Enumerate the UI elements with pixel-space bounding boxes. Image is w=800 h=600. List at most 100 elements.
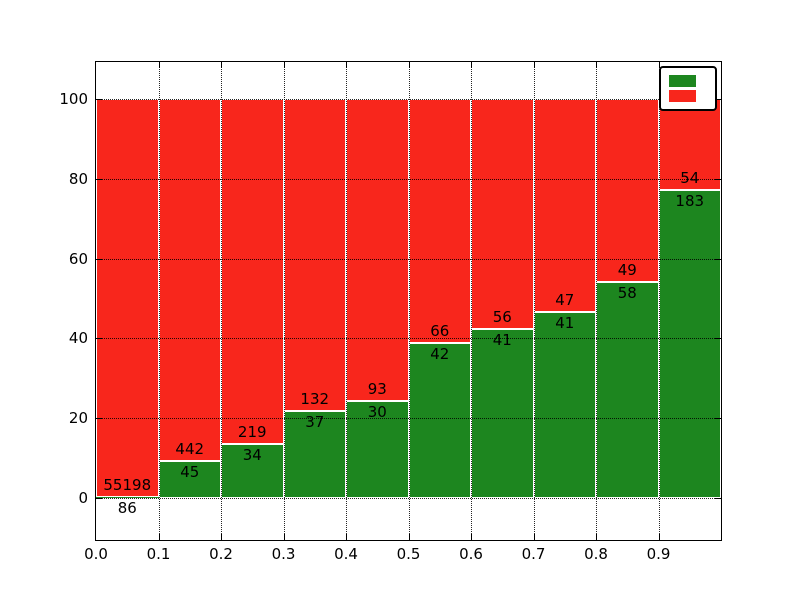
x-tick-mark-top — [658, 62, 660, 68]
fp-bar-segment — [96, 99, 159, 498]
tp-count-label: 86 — [117, 499, 137, 518]
x-tick-label: 0.4 — [334, 545, 358, 563]
plot-area: 55198 86 442 45 219 34 132 37 93 30 66 42 56 41 47 41 49… — [95, 61, 722, 541]
fp-count-label: 442 — [175, 440, 205, 459]
tick-marks-layer — [96, 62, 721, 540]
legend — [659, 66, 717, 111]
x-tick-mark-bottom — [283, 534, 285, 540]
x-gridline — [221, 62, 222, 540]
y-tick-mark-right — [715, 258, 721, 260]
x-tick-mark-top — [221, 62, 222, 68]
x-tick-mark-top — [346, 62, 347, 68]
fp-bar-segment — [596, 99, 659, 282]
x-tick-label: 0.5 — [396, 545, 421, 563]
tp-bar-segment — [408, 342, 471, 498]
bar-labels-layer: 55198 86 442 45 219 34 132 37 93 30 66 42 56 41 47 41 49… — [96, 62, 721, 540]
y-tick-label: 80 — [68, 169, 88, 188]
y-tick-mark-right — [715, 498, 721, 499]
tp-count-label: 34 — [242, 446, 262, 465]
y-tick-mark-left — [96, 338, 102, 340]
fp-count-label: 55198 — [103, 476, 152, 495]
x-tick-mark-top — [283, 62, 285, 68]
x-tick-mark-top — [471, 62, 472, 68]
y-tick-label: 100 — [59, 90, 88, 108]
x-tick-label: 0.0 — [84, 545, 108, 563]
y-tick-label: 0 — [78, 489, 88, 507]
y-tick-label: 20 — [68, 409, 88, 428]
fp-count-label: 47 — [555, 291, 575, 310]
legend-item-fp — [669, 90, 705, 102]
y-tick-mark-left — [96, 99, 102, 100]
y-tick-mark-left — [96, 418, 102, 420]
x-tick-mark-top — [596, 62, 597, 68]
tp-count-label: 41 — [492, 331, 512, 350]
tp-bar-segment — [96, 497, 159, 498]
x-gridline — [283, 62, 285, 540]
x-gridline — [346, 62, 347, 540]
x-gridline — [408, 62, 410, 540]
tp-count-label: 183 — [675, 191, 705, 210]
x-gridline — [533, 62, 535, 540]
fp-count-label: 49 — [617, 260, 637, 279]
bars-layer — [96, 62, 721, 540]
fp-bar-segment — [658, 99, 721, 190]
x-tick-mark-bottom — [346, 534, 347, 540]
y-axis-label — [36, 62, 56, 540]
tp-bar-segment — [533, 312, 596, 498]
x-tick-mark-bottom — [408, 534, 410, 540]
x-tick-mark-top — [533, 62, 535, 68]
tp-bar-segment — [471, 329, 534, 498]
x-tick-label: 0.9 — [646, 545, 671, 563]
x-gridline — [158, 62, 160, 540]
y-tick-label: 40 — [68, 329, 88, 348]
legend-item-tp — [669, 75, 705, 87]
tp-count-label: 45 — [180, 463, 200, 482]
tp-bar-segment — [158, 461, 221, 498]
fp-count-label: 132 — [300, 389, 330, 408]
fp-count-label: 56 — [492, 308, 512, 327]
x-gridline — [658, 62, 660, 540]
x-tick-mark-top — [408, 62, 410, 68]
tp-count-label: 41 — [555, 314, 575, 333]
fp-count-label: 219 — [237, 423, 267, 442]
tp-count-label: 58 — [617, 283, 637, 302]
tp-count-label: 37 — [305, 412, 325, 431]
fp-count-label: 66 — [430, 321, 450, 340]
fp-legend-swatch — [669, 90, 696, 102]
x-tick-label: 0.7 — [521, 545, 546, 563]
x-tick-mark-bottom — [158, 534, 160, 540]
x-tick-mark-bottom — [533, 534, 535, 540]
y-tick-mark-right — [715, 418, 721, 420]
x-tick-label: 0.1 — [146, 545, 171, 563]
x-gridline — [596, 62, 597, 540]
x-tick-label: 0.3 — [271, 545, 296, 563]
tp-legend-swatch — [669, 75, 696, 87]
y-tick-mark-right — [715, 99, 721, 100]
x-tick-mark-bottom — [596, 534, 597, 540]
tp-bar-segment — [346, 400, 409, 498]
y-tick-label: 60 — [68, 249, 88, 268]
x-tick-mark-bottom — [658, 534, 660, 540]
fp-bar-segment — [158, 99, 221, 462]
tp-bar-segment — [596, 281, 659, 498]
fp-bar-segment — [408, 99, 471, 343]
y-tick-mark-left — [96, 258, 102, 260]
x-tick-label: 0.6 — [459, 545, 483, 563]
tp-count-label: 42 — [430, 344, 450, 363]
x-tick-mark-bottom — [471, 534, 472, 540]
tp-bar-segment — [658, 189, 721, 498]
x-tick-mark-bottom — [221, 534, 222, 540]
y-tick-mark-left — [96, 498, 102, 499]
tp-count-label: 30 — [367, 402, 387, 421]
x-tick-label: 0.8 — [584, 545, 608, 563]
fp-bar-segment — [533, 99, 596, 313]
y-tick-mark-right — [715, 178, 721, 180]
fp-count-label: 54 — [680, 168, 700, 187]
x-tick-mark-top — [158, 62, 160, 68]
x-gridline — [471, 62, 472, 540]
x-tick-label: 0.2 — [209, 545, 233, 563]
grid-layer — [96, 62, 721, 540]
y-tick-mark-left — [96, 178, 102, 180]
fp-count-label: 93 — [367, 379, 387, 398]
